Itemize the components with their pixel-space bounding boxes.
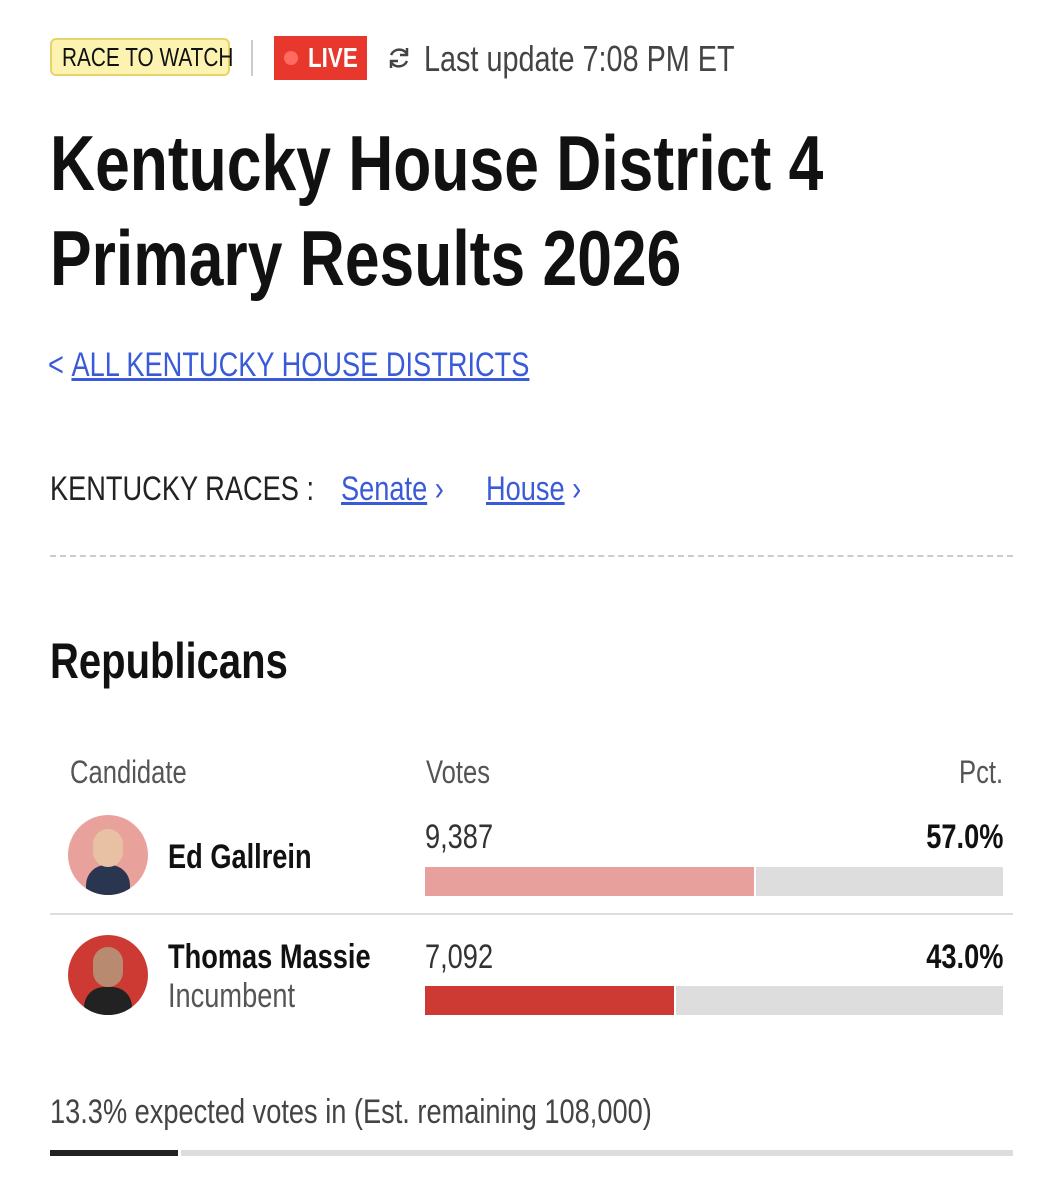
reporting-text: 13.3% expected votes in (Est. remaining … [50, 1093, 802, 1132]
title-line: Kentucky House District 4 [50, 118, 1017, 209]
column-header: Candidate [70, 754, 216, 791]
text: 7,092 [425, 938, 494, 976]
live-text: LIVE [308, 42, 358, 73]
badge-text: RACE TO WATCH [62, 42, 234, 72]
text: Ed Gallrein [168, 838, 312, 876]
refresh-icon [389, 48, 409, 68]
last-update: Last update 7:08 PM ET [424, 38, 812, 80]
reporting-bar [50, 1150, 182, 1156]
pct: 57.0% [907, 818, 1003, 857]
divider [251, 40, 253, 76]
text: 43.0% [925, 938, 1003, 976]
title-line: Primary Results 2026 [50, 213, 839, 304]
avatar [68, 935, 148, 1015]
back-link-text[interactable]: ALL KENTUCKY HOUSE DISTRICTS [71, 346, 530, 384]
text: Incumbent [168, 977, 296, 1015]
race-link-text[interactable]: Senate [341, 470, 428, 508]
vote-bar [425, 867, 757, 896]
avatar [68, 815, 148, 895]
race-badge: RACE TO WATCH [50, 38, 234, 76]
column-header: Votes [426, 754, 506, 791]
text: Last update 7:08 PM ET [424, 38, 735, 79]
text: Thomas Massie [168, 938, 371, 976]
text: 9,387 [425, 818, 494, 856]
party-heading: Republicans [50, 632, 347, 690]
candidate-name: Ed Gallrein [168, 838, 348, 877]
races-label: KENTUCKY RACES : [50, 470, 380, 509]
text: KENTUCKY RACES : [50, 470, 315, 508]
votes: 9,387 [425, 818, 510, 857]
text: 13.3% expected votes in (Est. remaining … [50, 1093, 652, 1131]
candidate-name: Thomas Massie [168, 938, 421, 977]
votes: 7,092 [425, 938, 510, 977]
text: Primary Results 2026 [50, 214, 682, 302]
race-link-text[interactable]: House [486, 470, 565, 508]
vote-bar [425, 986, 676, 1015]
live-badge: LIVE [274, 36, 367, 80]
reporting-track [50, 1150, 1013, 1156]
dashed-separator [50, 555, 1013, 557]
live-dot [284, 51, 298, 65]
text: Kentucky House District 4 [50, 119, 824, 207]
back-link[interactable]: < ALL KENTUCKY HOUSE DISTRICTS [48, 346, 530, 384]
text: Republicans [50, 633, 288, 689]
row-separator [50, 913, 1013, 915]
race-link[interactable]: Senate › [341, 470, 444, 508]
text: Votes [426, 754, 491, 790]
text: Pct. [958, 754, 1003, 790]
text: Candidate [70, 754, 187, 790]
race-link[interactable]: House › [486, 470, 582, 508]
candidate-status: Incumbent [168, 977, 327, 1016]
pct: 43.0% [907, 938, 1003, 977]
column-header: Pct. [948, 754, 1003, 791]
text: 57.0% [925, 818, 1003, 856]
